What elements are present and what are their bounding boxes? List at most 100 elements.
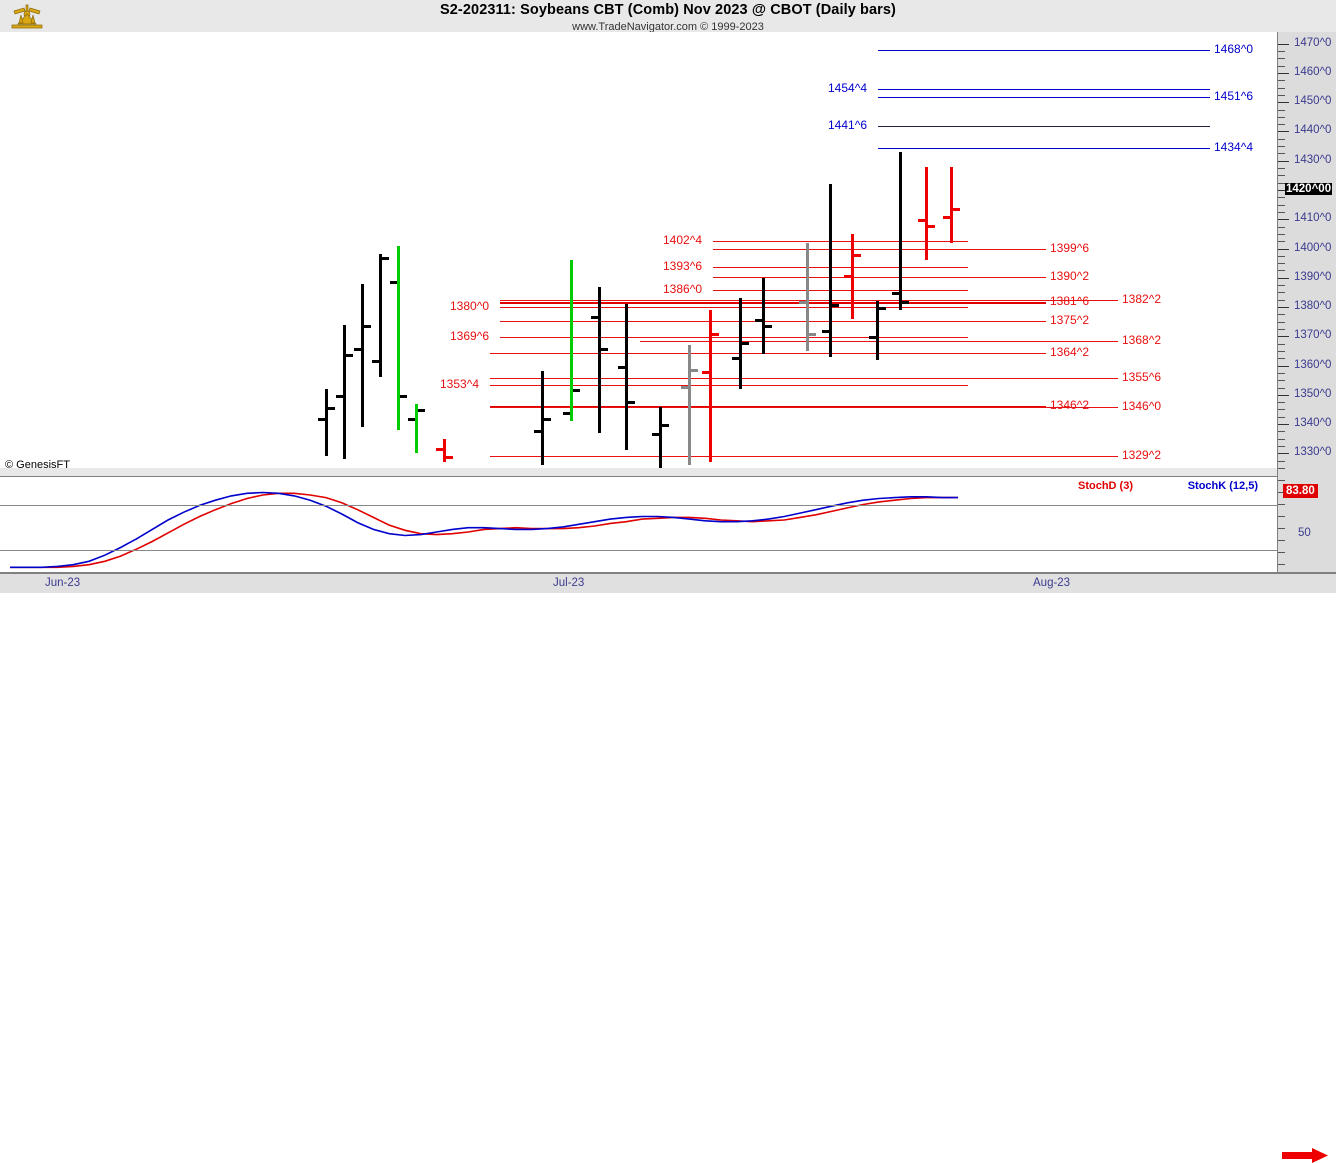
level-label: 1393^6: [663, 259, 702, 273]
chart-header: S2-202311: Soybeans CBT (Comb) Nov 2023 …: [0, 0, 1336, 33]
ohlc-bar[interactable]: [950, 167, 953, 243]
ohlc-open-tick: [732, 357, 739, 360]
level-line[interactable]: [713, 277, 1046, 278]
ohlc-bar[interactable]: [379, 254, 382, 377]
price-axis-label: 1380^0: [1294, 300, 1332, 312]
ohlc-high-marker: [570, 260, 573, 274]
price-axis[interactable]: 1470^0 1460^0 1450^0 1440^0 1430^0 1410^0 1400…: [1277, 32, 1336, 577]
price-axis-label: 1470^0: [1294, 37, 1332, 49]
ohlc-bar[interactable]: [325, 389, 328, 456]
price-axis-label: 1450^0: [1294, 95, 1332, 107]
date-axis-label: Aug-23: [1033, 577, 1071, 589]
level-line[interactable]: [640, 341, 1118, 342]
stochastic-pane[interactable]: StochD (3) StochK (12,5): [0, 476, 1279, 573]
ohlc-bar[interactable]: [598, 287, 601, 433]
ohlc-close-tick: [328, 407, 335, 410]
stochk-line: [10, 491, 958, 569]
level-line[interactable]: [878, 50, 1210, 51]
ohlc-close-tick: [544, 418, 551, 421]
price-axis-label: 1410^0: [1294, 212, 1332, 224]
ohlc-bar[interactable]: [361, 284, 364, 427]
price-axis-label: 1460^0: [1294, 66, 1332, 78]
level-line[interactable]: [500, 300, 1118, 301]
level-line[interactable]: [713, 267, 968, 268]
level-label: 1353^4: [440, 377, 479, 391]
price-axis-label: 1440^0: [1294, 124, 1332, 136]
level-label: 1380^0: [450, 299, 489, 313]
axis-tick: [1278, 58, 1285, 59]
level-line[interactable]: [500, 302, 1046, 304]
ohlc-bar[interactable]: [343, 325, 346, 459]
axis-tick: [1278, 329, 1285, 330]
level-line[interactable]: [713, 290, 968, 291]
axis-tick: [1278, 424, 1289, 425]
axis-tick: [1278, 161, 1289, 162]
indicator-axis-tick: [1278, 480, 1285, 481]
ohlc-bar[interactable]: [570, 260, 573, 421]
axis-tick: [1278, 51, 1285, 52]
ohlc-close-tick: [382, 257, 389, 260]
indicator-axis-tick: [1278, 540, 1285, 541]
axis-tick: [1278, 300, 1285, 301]
ohlc-bar[interactable]: [541, 371, 544, 465]
date-axis[interactable]: Jun-23 Jul-23 Aug-23: [0, 572, 1336, 1163]
ohlc-bar[interactable]: [829, 184, 832, 357]
ohlc-bar[interactable]: [899, 152, 902, 310]
level-line[interactable]: [713, 241, 968, 242]
ohlc-bar[interactable]: [397, 246, 400, 430]
level-line[interactable]: [490, 456, 1118, 457]
axis-tick: [1278, 241, 1285, 242]
axis-tick: [1278, 431, 1285, 432]
level-label: 1402^4: [663, 233, 702, 247]
level-line[interactable]: [490, 385, 968, 386]
pane-divider: [0, 468, 1278, 476]
ohlc-close-tick: [446, 456, 453, 459]
axis-tick: [1278, 44, 1289, 45]
level-line[interactable]: [490, 353, 1046, 354]
level-line[interactable]: [878, 97, 1210, 98]
ohlc-close-tick: [573, 389, 580, 392]
level-line[interactable]: [878, 126, 1210, 127]
ohlc-close-tick: [928, 225, 935, 228]
genesis-logo-icon: [6, 2, 48, 30]
level-line[interactable]: [490, 378, 1118, 379]
ohlc-bar[interactable]: [762, 278, 765, 354]
ohlc-close-tick: [418, 409, 425, 412]
level-line[interactable]: [500, 337, 968, 338]
level-line[interactable]: [878, 148, 1210, 149]
ohlc-bar[interactable]: [625, 304, 628, 450]
level-line[interactable]: [713, 249, 1046, 250]
level-line[interactable]: [500, 321, 1046, 322]
ohlc-bar[interactable]: [659, 407, 662, 468]
ohlc-bar[interactable]: [851, 234, 854, 319]
ohlc-bar[interactable]: [739, 298, 742, 389]
axis-tick: [1278, 146, 1285, 147]
forward-arrow-icon[interactable]: [1282, 1148, 1328, 1163]
ohlc-bar[interactable]: [925, 167, 928, 260]
ohlc-open-tick: [591, 316, 598, 319]
price-pane[interactable]: 1468^0 1454^4 1451^6 1434^4 1441^6 1402^4 1399…: [0, 32, 1279, 468]
axis-tick: [1278, 388, 1285, 389]
axis-tick: [1278, 278, 1289, 279]
level-line[interactable]: [500, 307, 968, 308]
level-label: 1434^4: [1214, 140, 1253, 154]
ohlc-open-tick: [822, 330, 829, 333]
level-line[interactable]: [490, 407, 1118, 408]
ohlc-bar[interactable]: [709, 310, 712, 462]
ohlc-open-tick: [372, 360, 379, 363]
axis-tick: [1278, 314, 1285, 315]
ohlc-bar[interactable]: [415, 404, 418, 453]
ohlc-bar[interactable]: [876, 301, 879, 360]
ohlc-open-tick: [755, 319, 762, 322]
level-label: 1381^6: [1050, 294, 1089, 308]
ohlc-high-marker: [415, 404, 418, 418]
axis-tick: [1278, 380, 1285, 381]
level-line[interactable]: [878, 89, 1210, 90]
ohlc-bar[interactable]: [688, 345, 691, 465]
ohlc-bar[interactable]: [443, 439, 446, 462]
axis-tick: [1278, 227, 1285, 228]
axis-tick: [1278, 73, 1289, 74]
ohlc-close-tick: [364, 325, 371, 328]
ohlc-bar[interactable]: [806, 243, 809, 351]
indicator-axis-tick: [1278, 492, 1285, 493]
